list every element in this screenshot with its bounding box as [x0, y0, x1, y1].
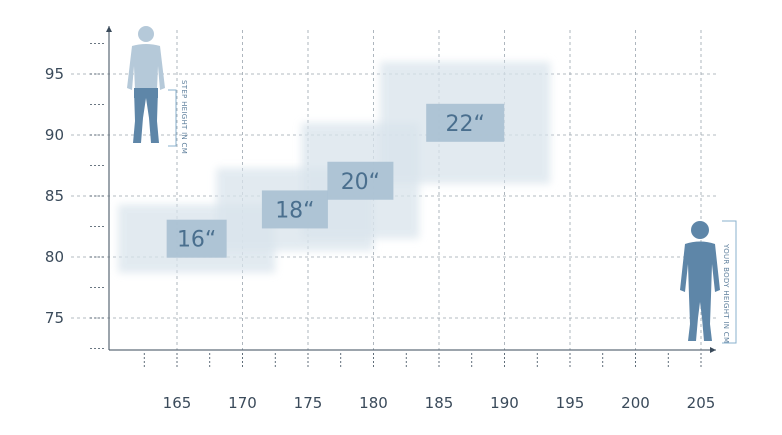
- size-label: 18“: [275, 198, 314, 223]
- x-tick-label: 185: [425, 394, 454, 412]
- y-tick-label: 90: [45, 126, 64, 144]
- x-tick-label: 205: [687, 394, 716, 412]
- y-tick-label: 75: [45, 309, 64, 327]
- y-axis-title: STEP HEIGHT IN CM: [180, 80, 188, 154]
- x-tick-label: 190: [490, 394, 519, 412]
- x-tick-label: 195: [556, 394, 585, 412]
- standing-person-icon: [127, 26, 165, 143]
- size-label-box: [426, 103, 505, 142]
- size-label: 20“: [341, 170, 380, 195]
- size-label: 16“: [177, 228, 216, 253]
- tick-marks: [90, 43, 702, 368]
- size-labels: 16“ 18“ 20“ 22“: [166, 103, 505, 258]
- x-tick-label: 165: [163, 394, 192, 412]
- x-axis-title: YOUR BODY HEIGHT IN CM: [722, 243, 730, 343]
- size-label-box: [166, 219, 227, 258]
- size-label-box: [327, 161, 394, 200]
- size-label: 22“: [445, 112, 484, 137]
- size-label-box: [261, 190, 328, 229]
- step-height-bracket: [168, 89, 177, 147]
- y-axis-arrow: [106, 26, 112, 32]
- tick-labels: 165 170 175 180 185 190 195 200 205 75 80 85 90 95: [45, 65, 715, 412]
- x-tick-label: 175: [294, 394, 323, 412]
- x-axis-arrow: [710, 347, 716, 353]
- y-tick-label: 85: [45, 187, 64, 205]
- body-height-person-icon: [680, 221, 720, 341]
- body-height-bracket: [722, 220, 737, 344]
- y-tick-label: 80: [45, 248, 64, 266]
- x-tick-label: 200: [621, 394, 650, 412]
- x-tick-label: 180: [359, 394, 388, 412]
- x-tick-label: 170: [228, 394, 257, 412]
- y-tick-label: 95: [45, 65, 64, 83]
- axes: [106, 26, 716, 353]
